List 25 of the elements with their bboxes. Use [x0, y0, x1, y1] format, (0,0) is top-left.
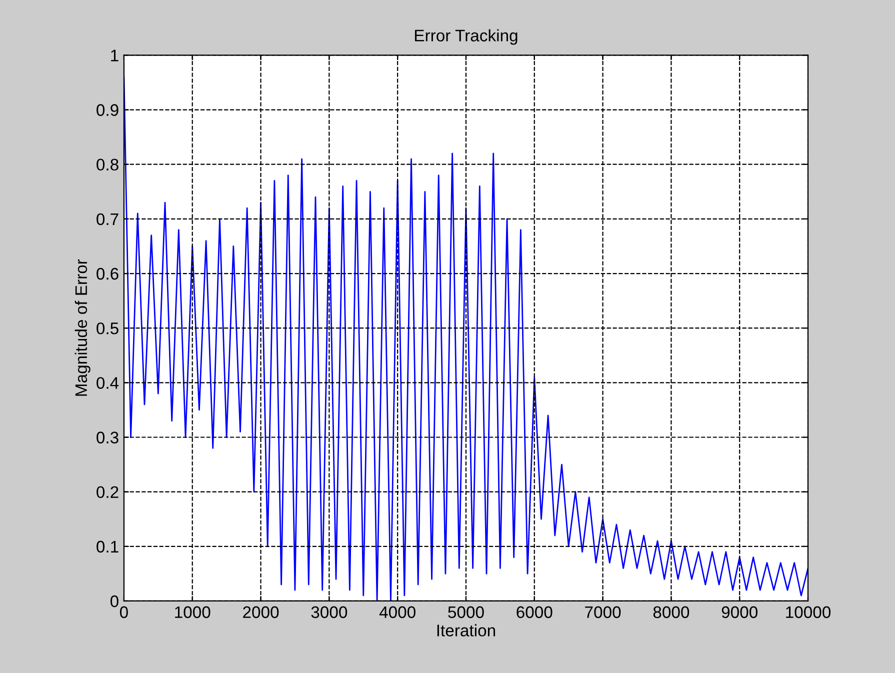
y-tick-label: 0.1 [96, 540, 118, 553]
y-tick-label: 0.5 [96, 322, 118, 334]
y-tick-label: 0.6 [96, 268, 118, 280]
x-tick-label: 10000 [786, 606, 831, 618]
x-tick-label: 9000 [722, 606, 758, 618]
y-tick-label: 0.3 [96, 432, 118, 444]
y-tick-label: 0.4 [96, 377, 119, 389]
x-tick-label: 4000 [379, 606, 416, 618]
y-tick-label: 0 [110, 595, 118, 608]
x-tick-label: 2000 [243, 606, 279, 618]
y-tick-label: 0.7 [96, 213, 118, 226]
chart-title: Error Tracking [415, 29, 518, 45]
x-tick-label: 0 [120, 606, 128, 618]
x-tick-label: 1000 [175, 606, 210, 618]
x-tick-label: 5000 [448, 606, 484, 618]
y-tick-label: 1 [111, 50, 118, 62]
y-tick-label: 0.8 [96, 158, 118, 171]
y-axis-title: Magnitude of Error [74, 259, 90, 396]
x-tick-label: 8000 [653, 606, 690, 618]
y-tick-label: 0.9 [96, 104, 118, 116]
x-tick-label: 6000 [516, 606, 552, 618]
x-tick-label: 7000 [585, 606, 621, 618]
x-tick-label: 3000 [311, 606, 348, 618]
y-tick-label: 0.2 [96, 486, 118, 498]
x-axis-title: Iteration [437, 624, 496, 636]
